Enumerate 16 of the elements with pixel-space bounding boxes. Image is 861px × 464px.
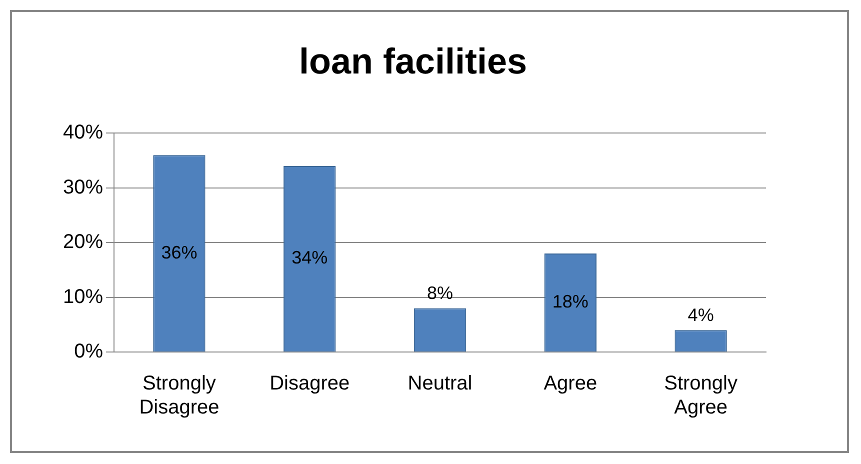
data-label: 4% (688, 305, 714, 326)
y-tick-label: 10% (63, 286, 104, 308)
x-tick-label: Agree (544, 372, 598, 395)
chart-title: loan facilities (298, 40, 528, 82)
y-tick-label: 0% (74, 340, 104, 363)
y-tick-label: 30% (63, 176, 104, 198)
data-label: 36% (161, 242, 198, 262)
x-tick-label: Disagree (270, 372, 350, 395)
data-label: 18% (552, 291, 588, 312)
y-tick-label: 20% (63, 231, 104, 254)
data-label: 8% (427, 283, 454, 304)
x-tick-label: Neutral (408, 372, 472, 395)
x-tick-label: Strongly Disagree (139, 372, 220, 419)
y-tick-label: 40% (63, 122, 104, 144)
x-tick-label: Strongly Agree (664, 372, 738, 419)
data-label: 34% (292, 248, 328, 268)
